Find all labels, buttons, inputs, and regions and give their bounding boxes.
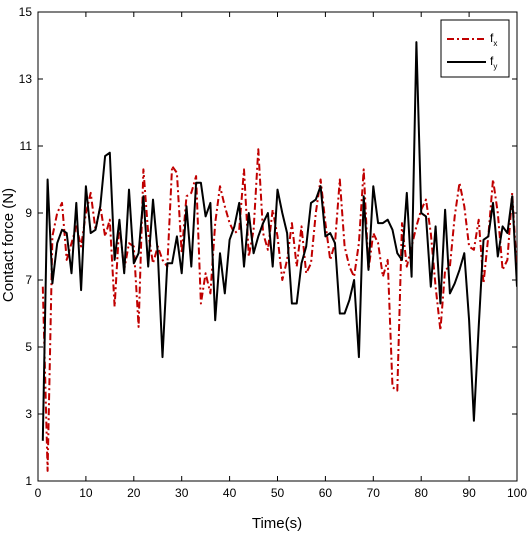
y-tick-label: 1 — [25, 474, 32, 488]
y-tick-label: 3 — [25, 407, 32, 421]
legend: fx fy — [440, 19, 510, 78]
series-line-fy — [41, 41, 517, 441]
x-tick-label: 90 — [462, 486, 476, 500]
x-tick-label: 0 — [35, 486, 42, 500]
x-tick-label: 50 — [271, 486, 285, 500]
x-tick-label: 10 — [79, 486, 93, 500]
x-tick-label: 80 — [415, 486, 429, 500]
y-tick-label: 13 — [19, 72, 33, 86]
plot-area — [37, 11, 518, 482]
y-axis-title: Contact force (N) — [0, 188, 17, 302]
x-tick-label: 30 — [175, 486, 189, 500]
y-tick-label: 11 — [20, 139, 33, 153]
legend-label-fx: fx — [490, 31, 497, 48]
series-layer — [41, 41, 517, 472]
x-tick-label: 20 — [127, 486, 141, 500]
x-tick-label: 70 — [367, 486, 381, 500]
y-tick-label: 15 — [19, 5, 33, 19]
x-axis-title: Time(s) — [252, 515, 302, 532]
x-tick-label: 40 — [223, 486, 237, 500]
legend-label-fy: fy — [490, 54, 497, 71]
legend-box — [440, 19, 510, 78]
x-tick-label: 100 — [507, 486, 527, 500]
y-tick-label: 5 — [25, 340, 32, 354]
series-line-fx — [41, 148, 517, 472]
x-axis-ticks: 0 10 20 30 40 50 60 70 80 90 100 — [35, 12, 527, 500]
x-tick-label: 60 — [319, 486, 333, 500]
y-tick-label: 9 — [25, 206, 32, 220]
y-tick-label: 7 — [25, 273, 32, 287]
